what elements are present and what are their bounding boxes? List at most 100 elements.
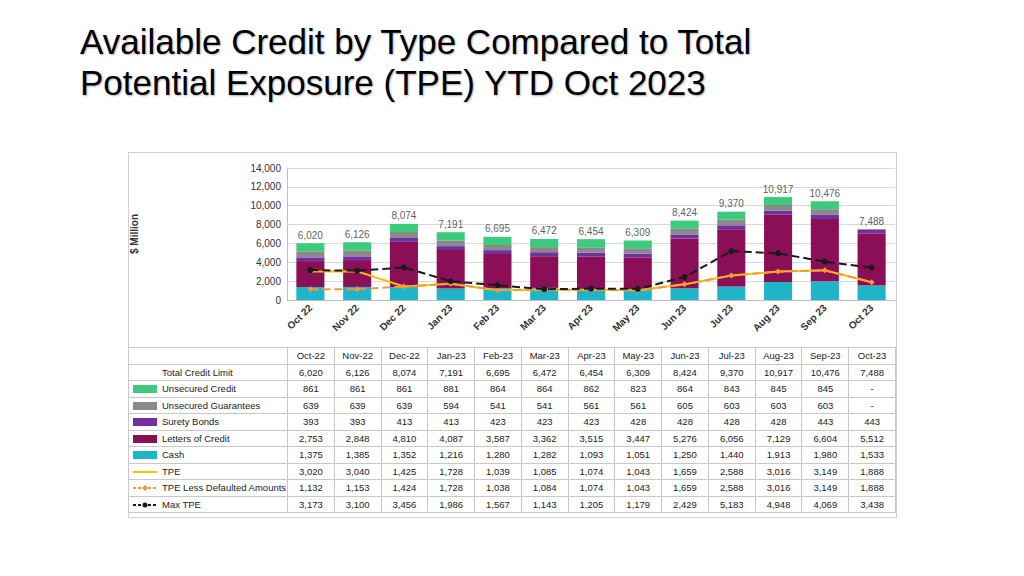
html-text:428: 428 xyxy=(677,416,693,428)
html-text:Nov-22: Nov-22 xyxy=(342,350,373,362)
html-text:561: 561 xyxy=(583,399,600,411)
html-text:6,309: 6,309 xyxy=(626,366,651,378)
svg-text:8,074: 8,074 xyxy=(391,210,416,221)
html-text:864: 864 xyxy=(490,383,506,395)
svg-text:8,000: 8,000 xyxy=(256,219,281,230)
svg-text:8,424: 8,424 xyxy=(672,207,697,218)
html-text:428: 428 xyxy=(723,416,740,428)
svg-text:6,309: 6,309 xyxy=(625,227,650,238)
html-text:864: 864 xyxy=(677,383,693,395)
svg-text:Dec 22: Dec 22 xyxy=(377,302,408,333)
svg-text:May 23: May 23 xyxy=(610,302,642,334)
html-text:881: 881 xyxy=(443,383,460,395)
html-text:Jul-23: Jul-23 xyxy=(718,350,745,362)
svg-text:Oct 22: Oct 22 xyxy=(285,302,315,332)
svg-text:6,472: 6,472 xyxy=(532,225,557,236)
html-text:Oct-22: Oct-22 xyxy=(296,350,326,362)
svg-text:10,476: 10,476 xyxy=(810,188,841,199)
svg-text:0: 0 xyxy=(275,295,281,306)
html-text:443: 443 xyxy=(817,416,834,428)
svg-text:4,000: 4,000 xyxy=(256,257,281,268)
html-text:Total Credit Limit: Total Credit Limit xyxy=(162,366,233,378)
svg-text:Sep 23: Sep 23 xyxy=(798,302,829,333)
svg-text:Jun 23: Jun 23 xyxy=(658,302,688,332)
svg-text:6,126: 6,126 xyxy=(345,229,370,240)
html-text:6,126: 6,126 xyxy=(345,366,370,378)
html-text:845: 845 xyxy=(817,383,834,395)
html-text:9,370: 9,370 xyxy=(719,366,744,378)
html-text:413: 413 xyxy=(443,416,460,428)
svg-text:$ Million: $ Million xyxy=(129,214,140,254)
html-text:Jan-23: Jan-23 xyxy=(436,350,466,362)
html-text:Oct-23: Oct-23 xyxy=(857,350,887,362)
html-text:594: 594 xyxy=(443,399,460,411)
html-text:8,074: 8,074 xyxy=(392,366,417,378)
svg-text:Apr 23: Apr 23 xyxy=(565,302,595,332)
svg-text:12,000: 12,000 xyxy=(250,181,281,192)
html-text:Dec-22: Dec-22 xyxy=(389,350,420,362)
html-text:423: 423 xyxy=(536,416,553,428)
svg-text:6,454: 6,454 xyxy=(578,226,603,237)
html-text:Aug-23: Aug-23 xyxy=(763,350,794,362)
html-text:7,488: 7,488 xyxy=(860,366,884,378)
html-text:861: 861 xyxy=(303,383,319,395)
html-text:7,191: 7,191 xyxy=(439,366,464,378)
html-text:541: 541 xyxy=(490,399,506,411)
html-text:Jun-23: Jun-23 xyxy=(670,350,700,362)
html-text:6,020: 6,020 xyxy=(299,366,323,378)
html-text:861: 861 xyxy=(349,383,366,395)
svg-text:7,191: 7,191 xyxy=(438,219,463,230)
svg-text:Nov 22: Nov 22 xyxy=(330,302,361,333)
svg-text:7,488: 7,488 xyxy=(859,216,884,227)
html-text:8,424: 8,424 xyxy=(673,366,697,378)
html-text:Unsecured Guarantees: Unsecured Guarantees xyxy=(162,399,261,411)
svg-text:Feb 23: Feb 23 xyxy=(471,302,501,332)
html-text:423: 423 xyxy=(583,416,600,428)
html-text:861: 861 xyxy=(396,383,413,395)
html-text:Feb-23: Feb-23 xyxy=(482,350,513,362)
svg-text:14,000: 14,000 xyxy=(250,163,281,174)
html-text:Mar-23: Mar-23 xyxy=(529,350,560,362)
html-text:10,476: 10,476 xyxy=(810,366,840,378)
html-text:Sep-23: Sep-23 xyxy=(810,350,841,362)
svg-text:Jul 23: Jul 23 xyxy=(707,302,735,330)
svg-text:Oct 23: Oct 23 xyxy=(846,302,876,332)
html-text:823: 823 xyxy=(630,383,647,395)
html-text:428: 428 xyxy=(630,416,647,428)
html-text:639: 639 xyxy=(396,399,413,411)
svg-text:6,695: 6,695 xyxy=(485,223,510,234)
svg-text:6,020: 6,020 xyxy=(298,230,323,241)
html-text:561: 561 xyxy=(630,399,647,411)
html-text:10,917: 10,917 xyxy=(764,366,794,378)
html-text:413: 413 xyxy=(396,416,413,428)
html-text:6,454: 6,454 xyxy=(579,366,604,378)
html-text:639: 639 xyxy=(349,399,366,411)
html-text:603: 603 xyxy=(817,399,834,411)
svg-text:9,370: 9,370 xyxy=(719,198,744,209)
html-text:428: 428 xyxy=(770,416,787,428)
html-text:423: 423 xyxy=(490,416,506,428)
html-text:6,695: 6,695 xyxy=(486,366,510,378)
html-text:862: 862 xyxy=(583,383,600,395)
html-text:603: 603 xyxy=(723,399,740,411)
svg-text:6,000: 6,000 xyxy=(256,238,281,249)
html-text:639: 639 xyxy=(303,399,319,411)
html-text:Available Credit by Type Compa: Available Credit by Type Compared to Tot… xyxy=(80,22,752,102)
html-text:393: 393 xyxy=(303,416,319,428)
svg-text:Aug 23: Aug 23 xyxy=(751,302,783,334)
html-text:541: 541 xyxy=(536,399,553,411)
html-text:603: 603 xyxy=(770,399,787,411)
svg-text:Mar 23: Mar 23 xyxy=(518,302,548,332)
svg-text:10,000: 10,000 xyxy=(250,200,281,211)
html-text:864: 864 xyxy=(536,383,553,395)
svg-text:Jan 23: Jan 23 xyxy=(425,302,455,332)
html-text:843: 843 xyxy=(723,383,740,395)
svg-text:2,000: 2,000 xyxy=(256,276,281,287)
html-text:May-23: May-23 xyxy=(622,350,655,362)
html-text:Apr-23: Apr-23 xyxy=(577,350,606,362)
html-text:845: 845 xyxy=(770,383,787,395)
html-text:393: 393 xyxy=(349,416,366,428)
html-text:6,472: 6,472 xyxy=(532,366,557,378)
svg-text:10,917: 10,917 xyxy=(763,184,794,195)
html-text:605: 605 xyxy=(677,399,693,411)
